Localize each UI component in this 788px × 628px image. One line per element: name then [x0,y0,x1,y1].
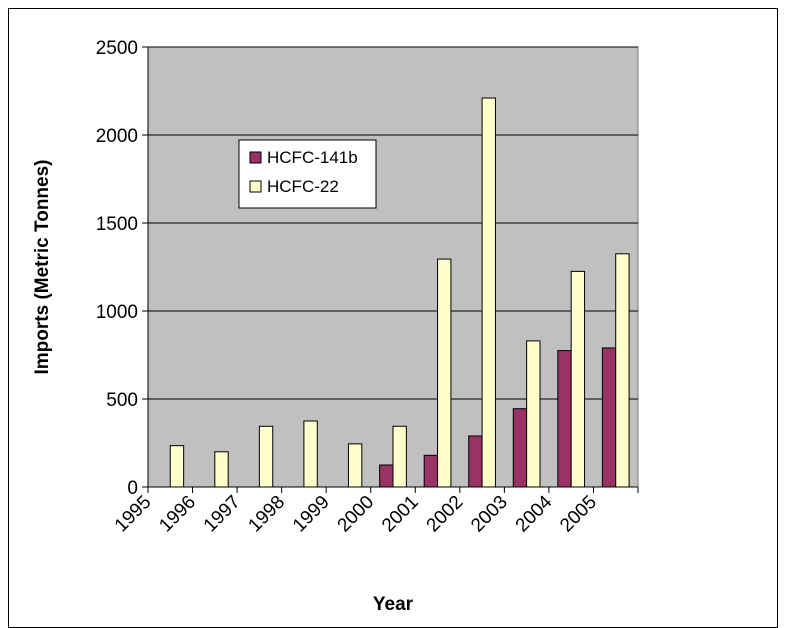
bar-hcfc-22-1995 [169,445,185,488]
x-tick-label: 2003 [467,492,512,537]
legend-swatch-hcfc-141b [249,151,262,164]
x-tick-label: 2004 [512,491,557,536]
bar-hcfc-22-1999 [347,443,363,488]
plot-area [147,46,639,488]
bar-hcfc-22-1996 [214,451,229,488]
bar-hcfc-22-2002 [481,97,496,488]
x-tick-label: 2000 [334,492,379,537]
y-tick-label: 1500 [96,214,138,235]
x-tick-label: 2002 [423,492,468,537]
bar-hcfc-22-2000 [392,425,407,488]
legend-label-hcfc-22: HCFC-22 [267,177,339,196]
bar-hcfc-141b-2001 [423,454,439,488]
bar-hcfc-141b-2000 [379,464,394,488]
y-axis-title: Imports (Metric Tonnes) [32,160,53,375]
y-tick-label: 2500 [96,38,138,59]
y-tick-label: 1000 [96,302,138,323]
bar-hcfc-22-1998 [303,420,318,488]
gridlines [148,46,638,400]
bar-hcfc-141b-2005 [601,347,617,488]
bar-hcfc-141b-2002 [468,435,483,488]
legend: HCFC-141b HCFC-22 [238,139,377,209]
bars [169,97,630,488]
bar-hcfc-22-2001 [437,258,452,488]
x-tick-label: 2005 [556,492,601,537]
bar-hcfc-22-1997 [258,425,274,488]
bar-hcfc-141b-2004 [557,350,572,488]
x-tick-label: 1999 [289,492,334,537]
y-tick-label: 500 [106,390,138,411]
y-tick-label: 0 [127,478,138,499]
x-tick-label: 1997 [200,492,245,537]
legend-label-hcfc-141b: HCFC-141b [267,148,358,167]
bar-hcfc-141b-2003 [512,408,528,488]
x-ticks: 1995 1996 1997 1998 1999 2000 2001 2002 2003 2004… [111,487,639,537]
y-tick-label: 2000 [96,126,138,147]
legend-box [238,139,377,209]
bar-hcfc-22-2003 [526,340,541,488]
legend-swatch-hcfc-22 [249,180,262,193]
x-tick-label: 1995 [111,492,156,537]
y-ticks: 0 500 1000 1500 2000 2500 [96,38,148,499]
x-axis-title: Year [373,594,414,615]
bar-hcfc-22-2005 [615,253,630,488]
x-tick-label: 1996 [155,492,200,537]
bar-hcfc-22-2004 [570,270,586,488]
axes [147,47,638,488]
x-tick-label: 1998 [244,492,289,537]
x-tick-label: 2001 [378,492,423,537]
